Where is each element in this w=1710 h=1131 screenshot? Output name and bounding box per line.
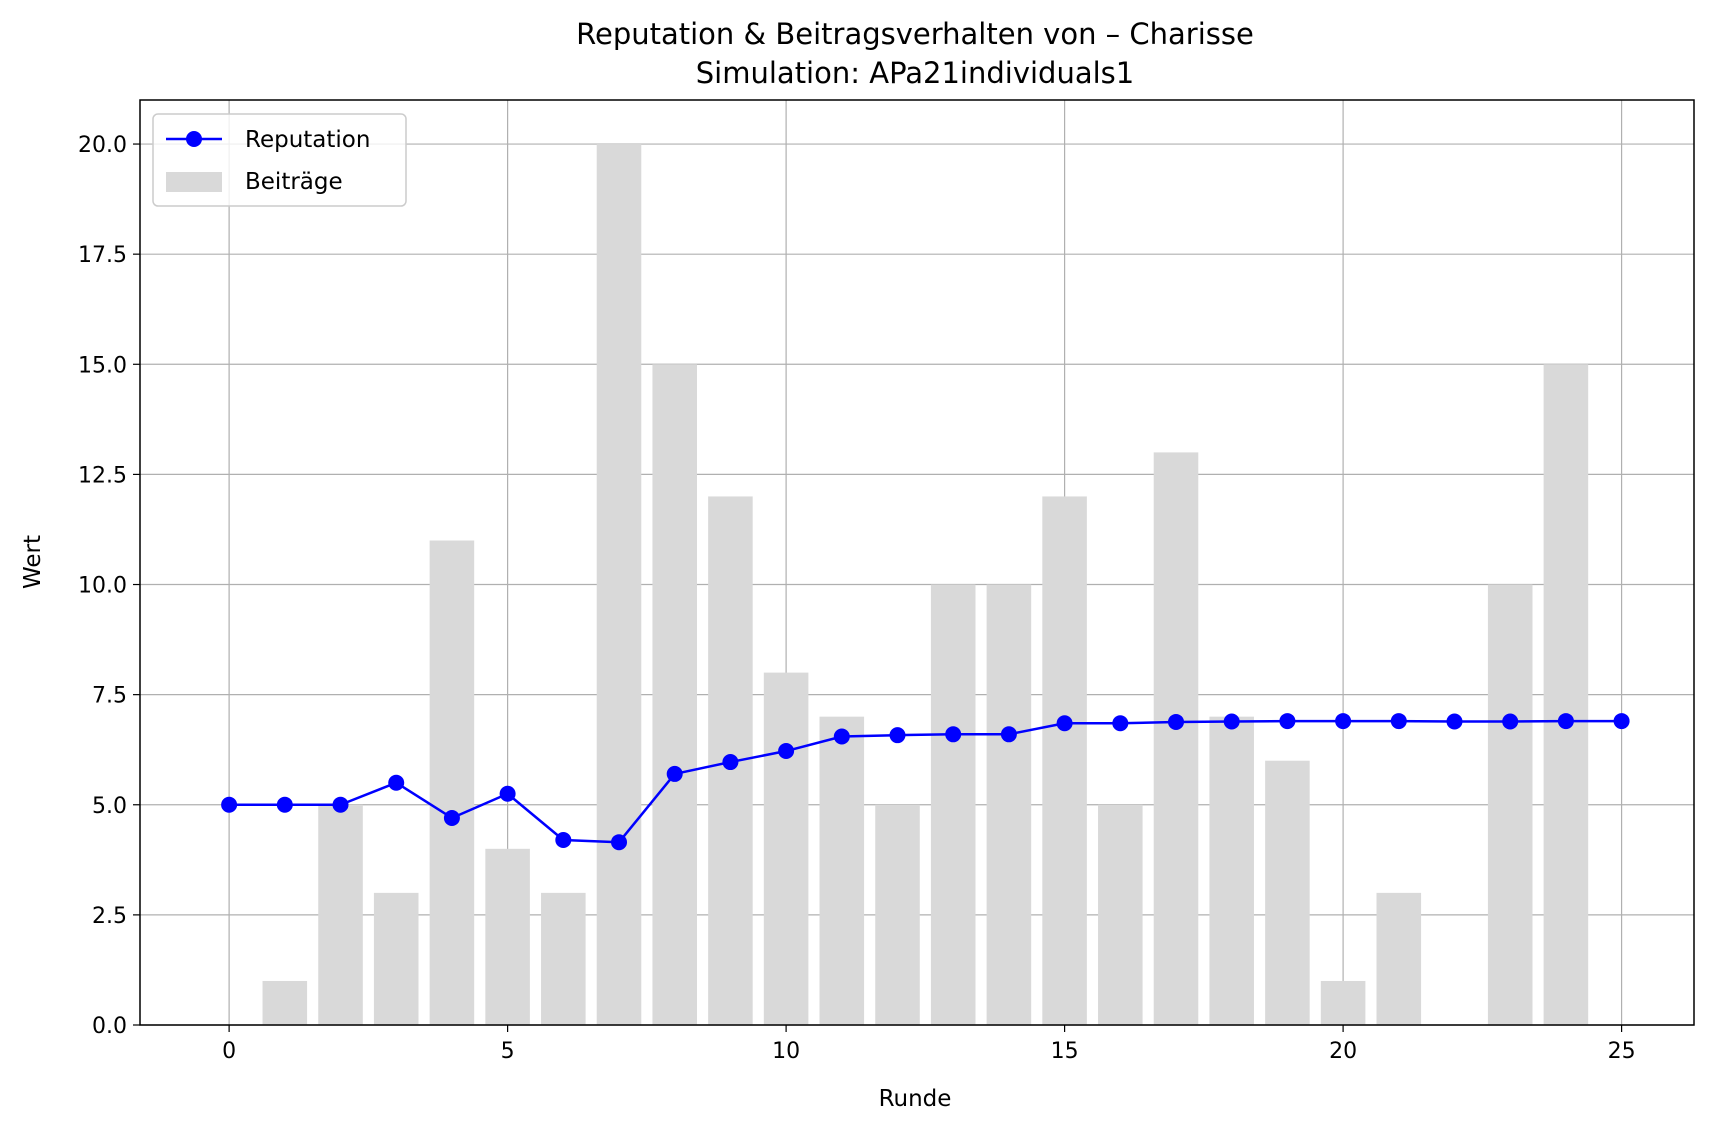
legend-label-reputation: Reputation [245, 127, 370, 153]
y-tick-label: 10.0 [78, 574, 127, 599]
y-tick-label: 17.5 [78, 243, 127, 268]
x-tick-label: 0 [222, 1039, 236, 1064]
point-reputation [388, 774, 405, 791]
x-tick-label: 10 [772, 1039, 800, 1064]
bar-beitraege [1153, 452, 1199, 1025]
y-tick-label: 12.5 [78, 463, 127, 488]
point-reputation [833, 728, 850, 745]
bar-beitraege [1543, 364, 1589, 1025]
point-reputation [1279, 713, 1296, 730]
bar-beitraege [819, 716, 865, 1025]
legend-marker-swatch [186, 131, 202, 147]
point-reputation [666, 765, 683, 782]
x-tick-label: 25 [1608, 1039, 1636, 1064]
point-reputation [1446, 713, 1463, 730]
bar-beitraege [1098, 804, 1143, 1025]
point-reputation [611, 834, 628, 851]
point-reputation [332, 796, 349, 813]
point-reputation [1502, 713, 1519, 730]
point-reputation [1557, 713, 1574, 730]
y-tick-label: 2.5 [92, 904, 127, 929]
line-group [221, 713, 1630, 851]
bar-beitraege [429, 540, 475, 1025]
point-reputation [1056, 715, 1073, 732]
point-reputation [1335, 713, 1352, 730]
x-axis-label: Runde [879, 1086, 952, 1112]
bar-beitraege [652, 364, 697, 1025]
legend-label-beitraege: Beiträge [245, 169, 343, 195]
point-reputation [722, 754, 739, 771]
point-reputation [889, 727, 906, 744]
point-reputation [221, 796, 238, 813]
bar-beitraege [1042, 496, 1087, 1025]
bar-beitraege [986, 584, 1032, 1025]
bar-beitraege [763, 672, 809, 1025]
line-reputation [229, 719, 1622, 844]
y-tick-label: 20.0 [78, 133, 127, 158]
point-reputation [555, 832, 572, 848]
x-tick-label: 15 [1051, 1039, 1079, 1064]
point-reputation [1168, 713, 1184, 730]
bar-beitraege [318, 804, 363, 1025]
bar-beitraege [1209, 716, 1254, 1025]
point-reputation [1390, 713, 1407, 730]
axes-frame [139, 99, 1695, 1026]
x-tick-label: 20 [1329, 1039, 1357, 1064]
point-reputation [1223, 713, 1240, 730]
point-reputation [499, 785, 516, 802]
bar-beitraege [596, 144, 642, 1026]
point-reputation [443, 809, 460, 826]
legend: Reputation Beiträge [152, 113, 407, 207]
y-tick-label: 5.0 [92, 794, 127, 819]
bar-beitraege [1320, 980, 1366, 1025]
point-reputation [1112, 715, 1129, 732]
chart-title: Reputation & Beitragsverhalten von – Cha… [576, 17, 1254, 51]
bar-beitraege [1265, 760, 1310, 1025]
point-reputation [1613, 713, 1630, 730]
bar-beitraege [1487, 584, 1533, 1025]
point-reputation [1000, 726, 1017, 743]
x-tick-label: 5 [501, 1039, 515, 1064]
bars-group [262, 144, 1589, 1026]
bar-beitraege [262, 980, 308, 1025]
bar-beitraege [875, 804, 920, 1025]
chart-subtitle: Simulation: APa21individuals1 [696, 56, 1134, 90]
point-reputation [778, 743, 795, 760]
y-tick-label: 7.5 [92, 684, 127, 709]
y-tick-label: 15.0 [78, 353, 127, 378]
bar-beitraege [930, 584, 976, 1025]
legend-bar-swatch [166, 172, 222, 192]
bar-beitraege [373, 892, 419, 1025]
y-tick-label: 0.0 [92, 1014, 127, 1039]
bar-beitraege [1376, 892, 1422, 1025]
bar-beitraege [541, 892, 586, 1025]
y-axis-label: Wert [20, 535, 46, 589]
ticks-group: 0 5 10 15 20 25 0.0 2.5 5.0 7.5 10.0 12.5 15.0 17.5 20… [78, 133, 1636, 1064]
point-reputation [276, 796, 293, 813]
bar-beitraege [485, 848, 530, 1025]
point-reputation [945, 726, 962, 743]
